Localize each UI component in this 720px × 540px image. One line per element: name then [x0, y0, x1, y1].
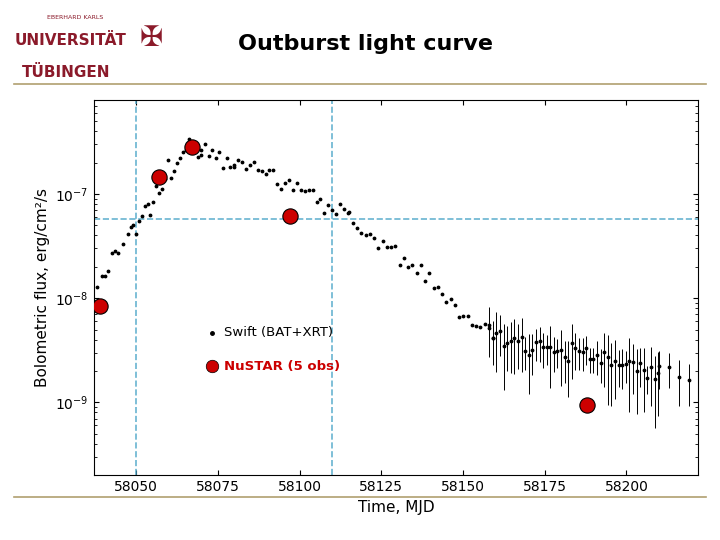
Text: Swift (BAT+XRT): Swift (BAT+XRT) [224, 326, 333, 339]
Text: Outburst light curve: Outburst light curve [238, 33, 492, 53]
Text: ✠: ✠ [140, 24, 163, 52]
X-axis label: Time, MJD: Time, MJD [358, 500, 434, 515]
Text: TÜBINGEN: TÜBINGEN [22, 65, 110, 80]
Text: EBERHARD KARLS: EBERHARD KARLS [47, 15, 103, 20]
Y-axis label: Bolometric flux, erg/cm²/s: Bolometric flux, erg/cm²/s [35, 188, 50, 387]
Text: UNIVERSITÄT: UNIVERSITÄT [14, 33, 126, 49]
Text: NuSTAR (5 obs): NuSTAR (5 obs) [224, 360, 340, 373]
